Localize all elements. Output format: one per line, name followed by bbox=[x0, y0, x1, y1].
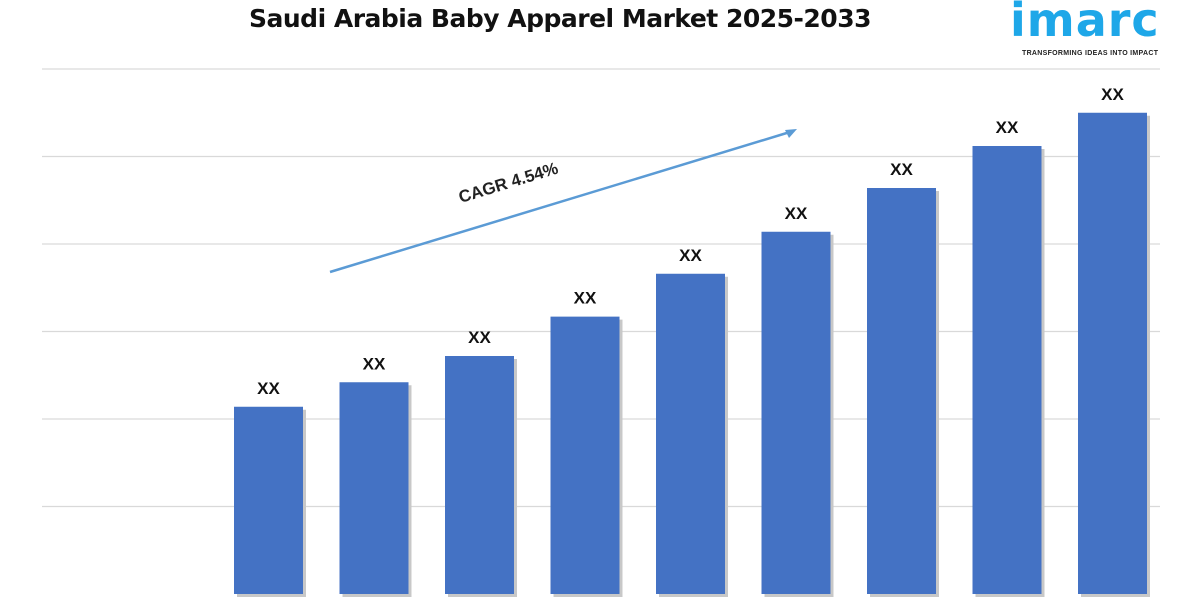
data-label: XX bbox=[890, 160, 913, 179]
bar bbox=[972, 146, 1042, 594]
data-label: XX bbox=[996, 118, 1019, 137]
bar bbox=[445, 356, 514, 594]
data-label: XX bbox=[363, 354, 386, 373]
bars bbox=[234, 112, 1150, 597]
data-label: XX bbox=[1101, 85, 1124, 104]
bar bbox=[867, 188, 936, 594]
data-label: XX bbox=[574, 289, 597, 308]
logo-word: imarc bbox=[1010, 0, 1160, 47]
bar bbox=[761, 231, 831, 594]
data-label: XX bbox=[785, 204, 808, 223]
logo-tagline: TRANSFORMING IDEAS INTO IMPACT bbox=[1022, 50, 1159, 57]
cagr-arrow bbox=[329, 130, 791, 274]
imarc-logo: imarc TRANSFORMING IDEAS INTO IMPACT bbox=[1010, 0, 1195, 58]
bar bbox=[339, 382, 409, 594]
cagr-arrowhead bbox=[785, 129, 797, 138]
chart-title: Saudi Arabia Baby Apparel Market 2025-20… bbox=[249, 4, 872, 33]
data-label: XX bbox=[679, 246, 702, 265]
bar bbox=[234, 406, 303, 594]
cagr-annotation: CAGR 4.54% bbox=[456, 159, 560, 207]
bar bbox=[1078, 112, 1147, 594]
data-label: XX bbox=[468, 328, 491, 347]
bar bbox=[656, 273, 725, 594]
bar bbox=[550, 316, 620, 594]
data-label: XX bbox=[257, 379, 280, 398]
data-labels: XX XX XX XX XX XX XX XX XX bbox=[257, 85, 1124, 398]
